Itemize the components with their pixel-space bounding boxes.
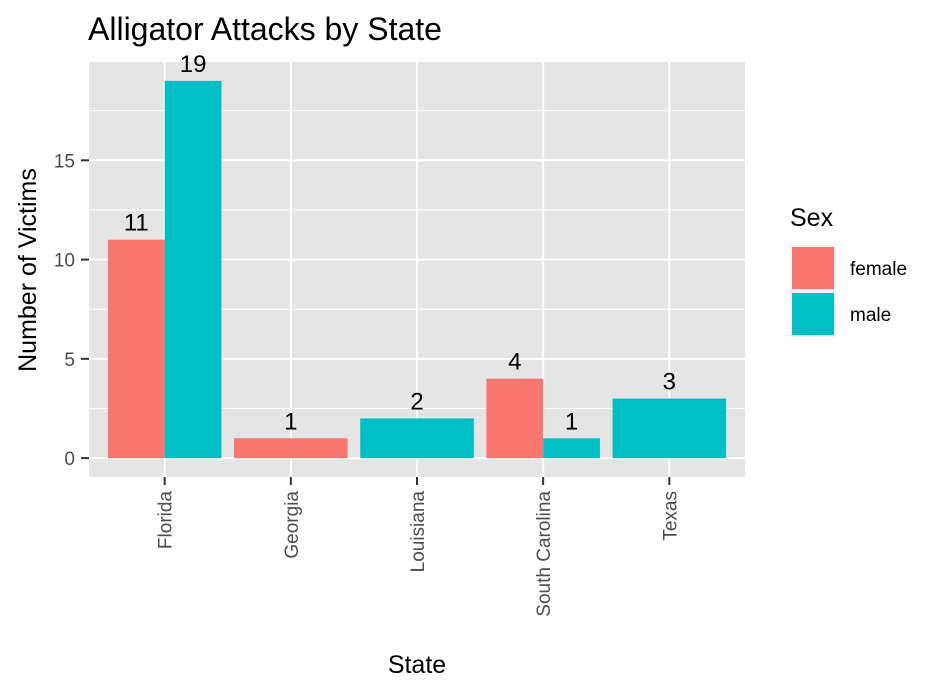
x-tick-label: South Carolina [534, 491, 555, 617]
legend-title: Sex [790, 204, 834, 232]
x-tick-label: Texas [660, 491, 681, 541]
x-tick-label: Georgia [282, 491, 303, 559]
bar-south-carolina-male [543, 438, 600, 459]
bar-florida-male [164, 80, 222, 459]
y-tick-label: 15 [54, 151, 75, 172]
y-tick-label: 10 [54, 251, 75, 272]
bar-value-label: 1 [565, 408, 578, 435]
x-axis-title: State [388, 651, 446, 679]
bar-georgia-female [234, 438, 348, 459]
chart-title: Alligator Attacks by State [88, 11, 442, 47]
legend: Sex female male [790, 204, 907, 337]
bar-value-label: 3 [663, 369, 676, 396]
bar-labels: 11 19 1 2 4 1 3 [124, 51, 676, 435]
bar-value-label: 1 [284, 408, 297, 435]
bar-value-label: 19 [180, 51, 207, 78]
legend-swatch-female [792, 247, 834, 289]
y-axis-title: Number of Victims [14, 168, 42, 372]
legend-label-male: male [850, 305, 891, 326]
y-tick-label: 0 [64, 449, 75, 470]
bar-florida-female [107, 239, 165, 459]
legend-swatch-male [792, 293, 834, 335]
y-axis: 0 5 10 15 [54, 151, 89, 470]
legend-label-female: female [850, 259, 907, 280]
bar-south-carolina-female [486, 378, 544, 459]
bar-texas-male [612, 398, 727, 459]
bar-louisiana-male [360, 418, 474, 459]
y-tick-label: 5 [64, 350, 75, 371]
x-tick-label: Louisiana [408, 491, 429, 573]
x-axis: Florida Georgia Louisiana South Carolina Tex… [156, 477, 681, 617]
bar-value-label: 4 [508, 349, 521, 376]
bar-value-label: 11 [124, 210, 149, 237]
bar-value-label: 2 [410, 388, 423, 415]
bars [107, 80, 727, 459]
x-tick-label: Florida [156, 491, 177, 550]
